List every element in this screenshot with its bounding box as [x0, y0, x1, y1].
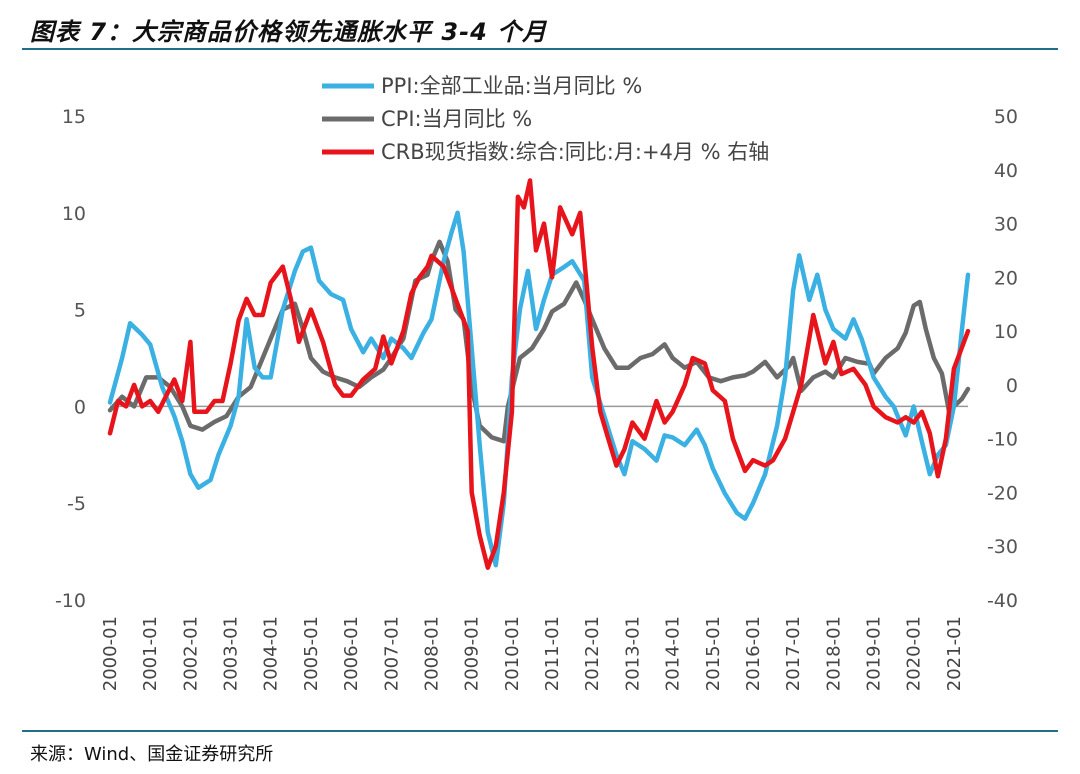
- x-tick-label: 2013-01: [622, 616, 643, 691]
- y-right-tick-label: 30: [994, 214, 1018, 236]
- legend-label: CRB现货指数:综合:同比:月:+4月 % 右轴: [381, 140, 769, 164]
- y-left-tick-label: -5: [67, 493, 86, 515]
- chart-title: 图表 7：大宗商品价格领先通胀水平 3-4 个月: [30, 18, 548, 46]
- legend-label: CPI:当月同比 %: [381, 107, 532, 131]
- crb-line: [107, 178, 971, 570]
- legend-label: PPI:全部工业品:当月同比 %: [381, 74, 642, 98]
- x-tick-label: 2018-01: [823, 616, 844, 691]
- series-layer: [107, 178, 971, 570]
- x-tick-label: 2010-01: [502, 616, 523, 691]
- y-left-tick-label: 10: [62, 203, 86, 225]
- y-right-tick-label: 40: [994, 160, 1018, 182]
- y-right-tick-label: -20: [987, 482, 1018, 504]
- y-left-tick-label: -10: [55, 590, 86, 612]
- x-tick-label: 2009-01: [462, 616, 483, 691]
- x-tick-label: 2002-01: [180, 616, 201, 691]
- y-right-tick-label: -30: [987, 536, 1018, 558]
- cpi-line: [107, 239, 971, 444]
- x-tick-label: 2003-01: [221, 616, 242, 691]
- x-tick-label: 2019-01: [864, 616, 885, 691]
- y-right-tick-label: -40: [987, 590, 1018, 612]
- x-tick-label: 2008-01: [421, 616, 442, 691]
- x-tick-label: 2015-01: [703, 616, 724, 691]
- y-right-tick-label: 10: [994, 321, 1018, 343]
- x-tick-label: 2017-01: [783, 616, 804, 691]
- x-tick-label: 2012-01: [582, 616, 603, 691]
- x-axis: 2000-01 2001-01 2002-01 2003-01 2004-01 2005-…: [100, 405, 968, 691]
- footer-rule: [22, 730, 1058, 732]
- title-rule: [22, 48, 1058, 50]
- x-tick-label: 2001-01: [140, 616, 161, 691]
- y-left-tick-label: 5: [74, 300, 86, 322]
- y-left-tick-label: 15: [62, 106, 86, 128]
- y-right-tick-label: 0: [1006, 375, 1018, 397]
- y-axis-left: 15 10 5 0 -5 -10: [55, 106, 86, 612]
- x-tick-label: 2014-01: [663, 616, 684, 691]
- x-tick-label: 2000-01: [100, 616, 121, 691]
- x-tick-label: 2016-01: [743, 616, 764, 691]
- x-tick-label: 2004-01: [261, 616, 282, 691]
- legend: PPI:全部工业品:当月同比 % CPI:当月同比 % CRB现货指数:综合:同比:…: [322, 74, 769, 164]
- x-tick-label: 2006-01: [341, 616, 362, 691]
- x-tick-label: 2020-01: [904, 616, 925, 691]
- x-tick-label: 2005-01: [301, 616, 322, 691]
- y-right-tick-label: 20: [994, 267, 1018, 289]
- ppi-line: [107, 210, 971, 568]
- y-left-tick-label: 0: [74, 396, 86, 418]
- y-right-tick-label: -10: [987, 429, 1018, 451]
- x-tick-label: 2007-01: [381, 616, 402, 691]
- x-tick-label: 2011-01: [542, 616, 563, 691]
- x-tick-label: 2021-01: [944, 616, 965, 691]
- source-note: 来源：Wind、国金证券研究所: [30, 744, 274, 765]
- y-axis-right: 50 40 30 20 10 0 -10 -20 -30 -40: [987, 106, 1018, 612]
- y-right-tick-label: 50: [994, 106, 1018, 128]
